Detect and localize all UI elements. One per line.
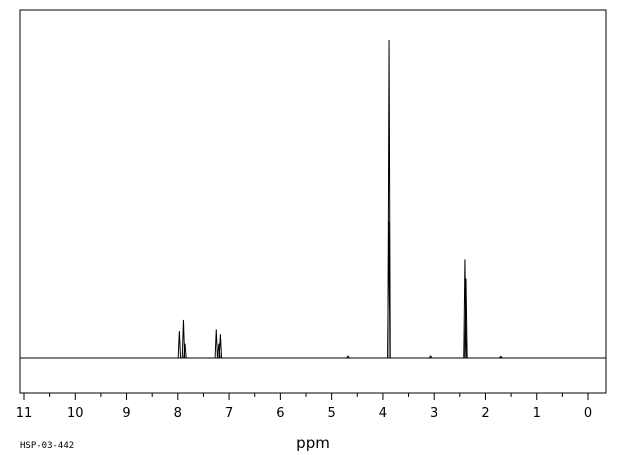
spectrum-id-label: HSP-03-442 [20,441,74,451]
x-tick-label: 5 [327,406,335,421]
spectrum-peak [214,329,218,359]
plot-frame [19,9,607,394]
spectrum-peak [181,319,186,359]
x-tick-label: 11 [16,406,33,421]
x-tick-label: 4 [379,406,387,421]
spectrum-peak [464,278,468,359]
x-tick-label: 8 [174,406,182,421]
spectrum-peak [346,355,350,359]
x-tick-label: 2 [481,406,489,421]
x-tick-label: 7 [225,406,233,421]
spectrum-trace [20,39,606,359]
spectrum-peak [183,343,187,359]
x-axis-title: ppm [296,434,330,452]
spectrum-peak [387,221,391,359]
spectrum-peak [498,355,503,359]
x-tick-label: 6 [276,406,284,421]
spectrum-peak [177,330,182,359]
x-tick-label: 10 [67,406,84,421]
spectrum-peak [218,334,223,359]
x-tick-label: 0 [584,406,592,421]
x-axis: 11 10 9 8 7 6 5 4 3 2 1 0 [16,393,592,421]
x-tick-label: 9 [122,406,130,421]
spectrum-peak [428,355,433,359]
x-tick-label: 1 [533,406,541,421]
x-tick-label: 3 [430,406,438,421]
